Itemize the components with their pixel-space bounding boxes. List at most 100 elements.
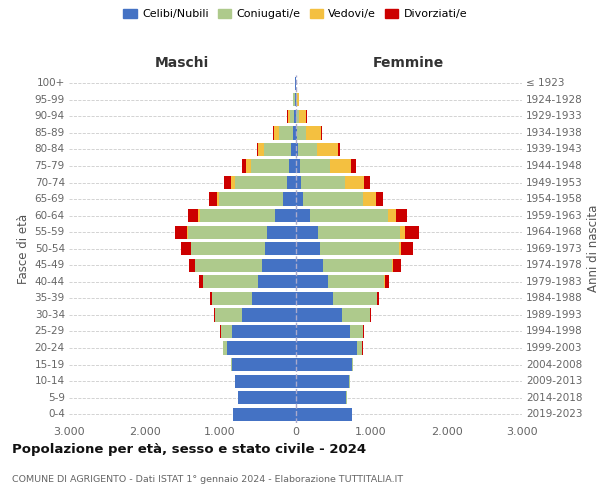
Bar xyxy=(350,325,363,338)
Bar xyxy=(401,242,413,256)
Bar xyxy=(330,160,351,172)
Bar xyxy=(242,308,296,322)
Bar xyxy=(296,143,298,156)
Bar xyxy=(296,242,320,256)
Bar xyxy=(188,209,199,222)
Bar xyxy=(306,126,321,140)
Bar xyxy=(251,160,289,172)
Bar xyxy=(200,209,275,222)
Bar xyxy=(317,143,338,156)
Bar xyxy=(364,176,370,189)
Bar xyxy=(188,226,267,239)
Bar xyxy=(223,342,227,354)
Bar xyxy=(219,192,283,205)
Bar xyxy=(363,192,376,205)
Bar xyxy=(376,192,383,205)
Bar xyxy=(227,342,296,354)
Bar xyxy=(214,308,215,322)
Bar xyxy=(318,226,400,239)
Bar xyxy=(299,110,306,123)
Bar xyxy=(296,126,297,140)
Bar xyxy=(301,176,346,189)
Bar xyxy=(238,391,296,404)
Bar xyxy=(295,93,296,106)
Text: Femmine: Femmine xyxy=(373,56,445,70)
Bar xyxy=(296,275,328,288)
Bar xyxy=(233,408,296,421)
Bar xyxy=(258,275,296,288)
Bar xyxy=(296,160,299,172)
Bar xyxy=(304,192,363,205)
Bar xyxy=(189,258,195,272)
Bar xyxy=(352,358,353,371)
Bar xyxy=(296,93,297,106)
Bar xyxy=(323,258,392,272)
Bar xyxy=(404,226,419,239)
Bar xyxy=(346,176,364,189)
Bar xyxy=(399,242,401,256)
Bar xyxy=(342,308,370,322)
Bar xyxy=(320,242,399,256)
Bar xyxy=(175,226,187,239)
Bar xyxy=(296,209,310,222)
Bar xyxy=(273,126,274,140)
Bar xyxy=(258,143,264,156)
Bar xyxy=(393,258,401,272)
Bar xyxy=(395,209,407,222)
Bar xyxy=(199,275,203,288)
Bar xyxy=(265,242,296,256)
Bar xyxy=(209,192,217,205)
Bar xyxy=(333,292,377,305)
Bar xyxy=(298,143,317,156)
Bar xyxy=(296,292,333,305)
Bar xyxy=(264,143,291,156)
Bar xyxy=(215,308,242,322)
Bar xyxy=(210,292,212,305)
Y-axis label: Fasce di età: Fasce di età xyxy=(17,214,31,284)
Bar xyxy=(338,143,340,156)
Bar xyxy=(290,110,295,123)
Bar xyxy=(275,209,296,222)
Bar xyxy=(287,110,290,123)
Bar xyxy=(274,126,278,140)
Bar xyxy=(257,143,258,156)
Bar xyxy=(232,325,296,338)
Bar xyxy=(296,374,349,388)
Bar xyxy=(230,176,235,189)
Bar xyxy=(296,325,350,338)
Bar xyxy=(221,325,232,338)
Bar xyxy=(299,160,330,172)
Bar xyxy=(328,275,384,288)
Bar xyxy=(296,176,301,189)
Bar xyxy=(297,126,306,140)
Bar xyxy=(289,160,296,172)
Bar xyxy=(388,209,395,222)
Y-axis label: Anni di nascita: Anni di nascita xyxy=(587,205,600,292)
Bar xyxy=(310,209,388,222)
Bar xyxy=(296,408,352,421)
Bar xyxy=(262,258,296,272)
Bar xyxy=(291,143,296,156)
Bar xyxy=(358,342,362,354)
Bar xyxy=(296,308,342,322)
Bar xyxy=(321,126,322,140)
Bar xyxy=(246,160,251,172)
Bar xyxy=(181,242,191,256)
Bar xyxy=(217,192,219,205)
Bar xyxy=(199,209,200,222)
Bar xyxy=(296,258,323,272)
Bar xyxy=(296,391,346,404)
Bar xyxy=(295,110,296,123)
Bar xyxy=(297,93,299,106)
Bar xyxy=(187,226,188,239)
Bar xyxy=(224,176,230,189)
Bar xyxy=(306,110,307,123)
Bar xyxy=(232,358,296,371)
Bar xyxy=(191,242,265,256)
Bar xyxy=(203,275,258,288)
Bar xyxy=(351,160,356,172)
Bar xyxy=(212,292,253,305)
Bar xyxy=(400,226,404,239)
Bar xyxy=(267,226,296,239)
Bar xyxy=(235,374,296,388)
